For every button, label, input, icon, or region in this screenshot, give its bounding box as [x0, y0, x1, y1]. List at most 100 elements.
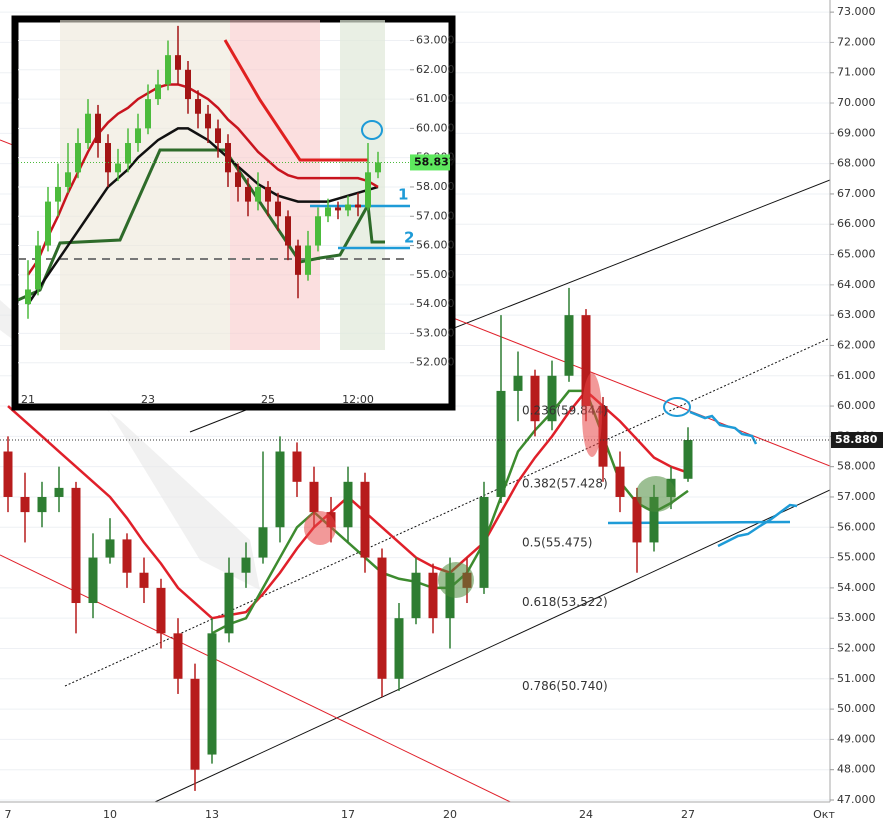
candle-body — [547, 375, 557, 422]
candle-body — [375, 162, 381, 173]
candle-body — [3, 451, 13, 497]
candle-body — [345, 204, 351, 211]
candle-body — [54, 487, 64, 497]
candle-body — [145, 99, 151, 129]
candle-body — [224, 572, 234, 634]
candle-body — [195, 99, 201, 114]
x-tick-label: 10 — [103, 808, 117, 821]
candle-body — [241, 557, 251, 573]
highlight — [636, 476, 676, 512]
candle-body — [394, 618, 404, 679]
x-tick-label: 17 — [341, 808, 355, 821]
highlight — [582, 373, 602, 457]
x-tick-label: Окт — [813, 808, 835, 821]
candle-body — [55, 186, 61, 202]
y-tick-label: 66.000 — [837, 217, 876, 230]
y-tick-label: 58.000 — [837, 460, 876, 473]
indicator-line — [26, 83, 379, 276]
annotation: 2 — [404, 229, 414, 247]
price-tag — [831, 432, 883, 448]
candle-body — [25, 289, 31, 305]
axes: 52.000 53.000 54.000 55.000 56.000 57.000 58.0… — [21, 34, 456, 406]
candle-body — [205, 113, 211, 129]
candle-body — [185, 69, 191, 100]
y-tick-label: 67.000 — [837, 187, 876, 200]
axes: 47.000 48.000 49.000 50.000 51.000 52.000 53.0… — [5, 5, 883, 821]
candle-body — [115, 163, 121, 173]
highlight — [304, 511, 336, 545]
candle-body — [215, 128, 221, 144]
plot — [18, 25, 410, 319]
highlight — [663, 397, 691, 417]
highlight — [361, 120, 383, 140]
y-tick-label: 52.000 — [416, 356, 455, 369]
y-tick-label: 63.000 — [837, 308, 876, 321]
candle-body — [75, 143, 81, 173]
y-tick-label: 63.000 — [416, 34, 455, 47]
projection — [717, 503, 798, 548]
fib-label: 0.382(57.428) — [522, 477, 608, 491]
x-tick-label: 25 — [261, 393, 275, 406]
x-tick-label: 24 — [579, 808, 593, 821]
candle-body — [335, 207, 341, 211]
y-tick-label: 60.000 — [416, 121, 455, 134]
candle-body — [377, 557, 387, 679]
candle-body — [88, 557, 98, 604]
candle-body — [155, 84, 161, 100]
candle-body — [496, 390, 506, 497]
candle-body — [105, 539, 115, 558]
y-tick-label: 57.000 — [837, 490, 876, 503]
candle-body — [207, 633, 217, 755]
inset-shading — [18, 20, 410, 350]
price-tag-label: 58.837 — [414, 155, 456, 168]
y-tick-label: 60.000 — [837, 399, 876, 412]
y-tick-label: 53.000 — [837, 611, 876, 624]
y-tick-label: 47.000 — [837, 793, 876, 806]
candle-body — [513, 375, 523, 391]
candle-body — [235, 172, 241, 187]
y-tick-label: 70.000 — [837, 96, 876, 109]
y-tick-label: 68.000 — [837, 157, 876, 170]
candle-body — [683, 440, 693, 479]
y-tick-label: 58.000 — [416, 180, 455, 193]
y-tick-label: 49.000 — [837, 732, 876, 745]
kijun — [223, 39, 368, 162]
candle-body — [305, 245, 311, 275]
y-tick-label: 55.000 — [837, 551, 876, 564]
y-tick-label: 61.000 — [416, 92, 455, 105]
candle-body — [255, 186, 261, 202]
price-tag-label: 58.880 — [835, 433, 878, 446]
candle-body — [479, 496, 489, 588]
y-tick-label: 55.000 — [416, 268, 455, 281]
candle-body — [156, 587, 166, 634]
candle-body — [355, 204, 361, 208]
y-tick-label: 57.000 — [416, 209, 455, 222]
y-tick-label: 65.000 — [837, 248, 876, 261]
y-tick-label: 61.000 — [837, 369, 876, 382]
y-tick-label: 50.000 — [837, 702, 876, 715]
fib-label: 0.618(53.522) — [522, 595, 608, 609]
x-tick-label: 21 — [21, 393, 35, 406]
highlights — [304, 373, 691, 598]
y-tick-label: 62.000 — [837, 338, 876, 351]
candle-body — [65, 172, 71, 187]
candle-body — [165, 55, 171, 85]
candle-body — [275, 201, 281, 217]
channel-line — [154, 489, 830, 802]
candle-body — [343, 481, 353, 528]
indicator-line — [26, 127, 379, 305]
y-tick-label: 51.000 — [837, 672, 876, 685]
candle-body — [615, 466, 625, 497]
candle-body — [225, 143, 231, 173]
y-tick-label: 53.000 — [416, 326, 455, 339]
candle-body — [360, 481, 370, 558]
candle-body — [325, 207, 331, 217]
inset-chart: 52.000 53.000 54.000 55.000 56.000 57.000 58.0… — [11, 15, 456, 411]
candle-body — [190, 678, 200, 770]
x-tick-label: 13 — [205, 808, 219, 821]
y-tick-label: 62.000 — [416, 63, 455, 76]
candle-body — [95, 113, 101, 144]
candle-body — [45, 201, 51, 246]
candle-body — [245, 186, 251, 202]
